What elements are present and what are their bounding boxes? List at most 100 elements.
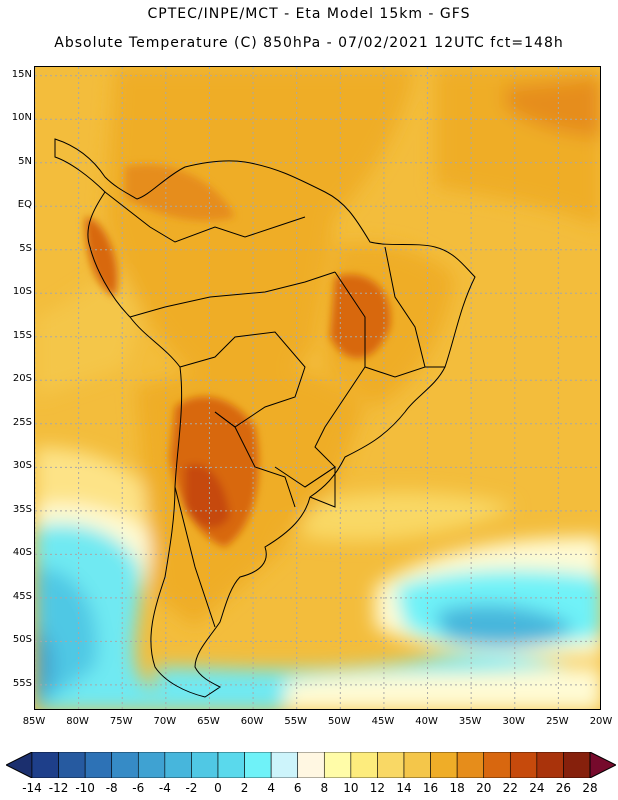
field-atlantic-mid: [295, 492, 515, 541]
lon-tick-label: 35W: [458, 716, 482, 727]
lat-tick-label: 5N: [18, 155, 32, 167]
colorbar-swatch: [403, 752, 431, 778]
colorbar-tick-label: 12: [369, 781, 386, 795]
field-pacific-warm-band: [35, 447, 165, 547]
colorbar-swatch: [137, 752, 166, 778]
temperature-contours: [35, 67, 600, 709]
lat-tick-label: 20S: [12, 373, 32, 385]
colorbar-swatch: [111, 752, 139, 778]
warm-core-andes-north: [85, 217, 118, 297]
lat-tick-label: 15N: [11, 68, 32, 80]
colorbar-swatch: [270, 752, 299, 778]
colorbar-tick-label: 20: [476, 781, 492, 795]
warm-core-venezuela: [125, 164, 235, 221]
lon-tick-label: 85W: [22, 716, 46, 727]
lat-tick-label: 5S: [19, 242, 32, 254]
lon-tick-label: 40W: [415, 716, 438, 727]
colorbar-low-arrow: [6, 752, 33, 778]
border-brazil-northeast: [384, 246, 426, 368]
border-amazon: [129, 271, 336, 318]
coastline-and-borders: [54, 138, 476, 698]
colorbar-swatch: [456, 752, 485, 778]
colorbar-tick-label: 16: [422, 781, 439, 795]
colorbar-swatch: [350, 752, 378, 778]
colorbar-tick-label: 6: [293, 781, 302, 795]
colorbar-swatch: [323, 752, 352, 778]
colorbar-tick-label: 8: [320, 781, 329, 795]
colorbar-swatch: [217, 752, 245, 778]
colorbar-swatch: [58, 752, 86, 778]
chart-subtitle: Absolute Temperature (C) 850hPa - 07/02/…: [54, 35, 564, 51]
colorbar-swatch: [84, 752, 113, 778]
colorbar-tick-label: -12: [48, 781, 69, 795]
colorbar-tick-label: -4: [158, 781, 171, 795]
lon-tick-label: 70W: [153, 716, 177, 727]
colorbar-tick-label: 28: [582, 781, 598, 795]
border-argentina-north: [214, 411, 296, 508]
field-continent-north: [105, 67, 415, 385]
colorbar-swatch: [563, 752, 591, 778]
field-north-atlantic-warm: [505, 77, 600, 137]
field-pacific-coldest: [35, 627, 54, 707]
colorbar-swatch: [297, 752, 325, 778]
lon-tick-label: 50W: [327, 716, 351, 727]
field-south-pale-band: [285, 667, 600, 709]
border-chile-argentina: [174, 486, 216, 628]
lat-tick-label: 45S: [12, 590, 32, 602]
colorbar-tick-label: -6: [132, 781, 145, 795]
field-atlantic-coldest: [435, 604, 575, 648]
colorbar-tick-label: 14: [396, 781, 412, 795]
lat-tick-label: 55S: [12, 677, 32, 689]
border-bolivia: [179, 331, 306, 428]
colorbar-swatch: [377, 752, 405, 778]
colorbar-tick-label: 18: [449, 781, 465, 795]
border-brazil-internal: [304, 271, 366, 488]
lat-tick-label: EQ: [17, 199, 32, 211]
map-panel: [34, 66, 601, 710]
colorbar-tick-label: 0: [214, 781, 222, 795]
lon-tick-label: 55W: [284, 716, 307, 727]
lat-tick-label: 10S: [12, 286, 32, 298]
colorbar-tick-label: 24: [529, 781, 545, 795]
lat-tick-label: 50S: [12, 634, 32, 646]
border-brazil-states: [364, 366, 445, 378]
colorbar-tick-label: 10: [343, 781, 359, 795]
colorbar-tick-label: -8: [105, 781, 118, 795]
lat-tick-label: 30S: [12, 460, 32, 472]
warm-cores: [85, 164, 391, 547]
lon-tick-label: 65W: [197, 716, 220, 727]
lat-tick-label: 35S: [12, 503, 32, 515]
lat-tick-label: 25S: [12, 416, 32, 428]
lon-tick-label: 20W: [589, 716, 613, 727]
colorbar-swatch: [164, 752, 192, 778]
border-northern: [104, 191, 306, 243]
colorbar-swatch: [536, 752, 564, 778]
hot-core-argentina: [185, 464, 230, 528]
colorbar-tick-label: -2: [185, 781, 198, 795]
colorbar-swatch: [191, 752, 219, 778]
lon-tick-label: 30W: [502, 716, 526, 727]
colorbar-swatch: [31, 752, 59, 778]
colorbar-tick-label: 22: [502, 781, 518, 795]
chart-title: CPTEC/INPE/MCT - Eta Model 15km - GFS: [147, 6, 471, 22]
colorbar-tick-label: -10: [75, 781, 95, 795]
lon-tick-label: 45W: [371, 716, 395, 727]
south-america-coastline: [54, 138, 476, 698]
colorbar-swatch: [509, 752, 538, 778]
lon-tick-label: 80W: [66, 716, 89, 727]
lat-tick-label: 15S: [12, 329, 32, 341]
border-uruguay: [274, 466, 336, 508]
lat-tick-label: 10N: [11, 112, 32, 124]
lon-tick-label: 25W: [546, 716, 569, 727]
colorbar-tick-label: -14: [22, 781, 42, 795]
colorbar-tick-label: 4: [267, 781, 275, 795]
colorbar-swatch: [483, 752, 511, 778]
warm-core-brazil: [330, 274, 391, 359]
field-pacific-west: [35, 257, 155, 397]
temperature-map: [35, 67, 600, 709]
colorbar-swatch: [430, 752, 458, 778]
lon-tick-label: 60W: [240, 716, 264, 727]
colorbar-tick-label: 26: [555, 781, 572, 795]
colorbar-high-arrow: [589, 752, 616, 778]
colorbar-swatch: [244, 752, 272, 778]
